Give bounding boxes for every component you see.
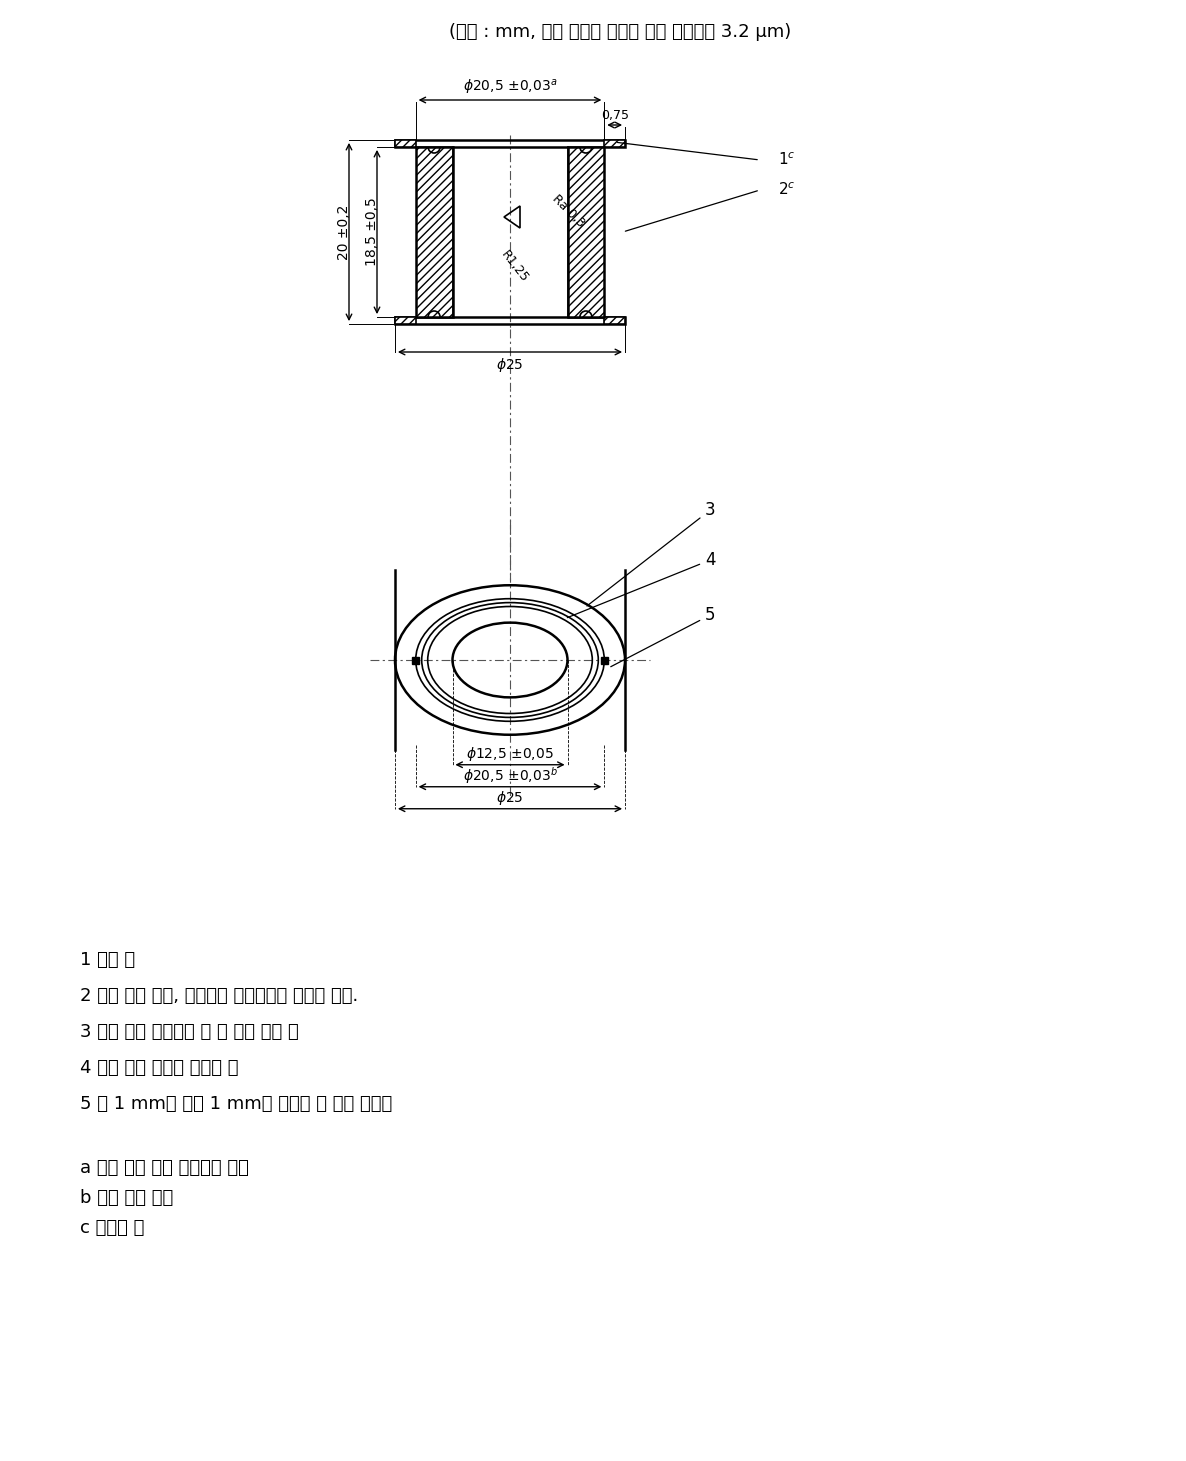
- Text: c 내식성 강: c 내식성 강: [79, 1218, 145, 1237]
- Text: 5: 5: [611, 606, 715, 666]
- Text: 2 분리 주형 반쪽, 구멍에는 나팔모양의 입구가 없다.: 2 분리 주형 반쪽, 구멍에는 나팔모양의 입구가 없다.: [79, 988, 358, 1005]
- Text: 4 분리 주형 반쪽의 접하는 면: 4 분리 주형 반쪽의 접하는 면: [79, 1059, 238, 1077]
- Text: R1,25: R1,25: [498, 248, 531, 285]
- Bar: [395, 317, 416, 324]
- Bar: [601, 656, 607, 663]
- Text: $\phi$25: $\phi$25: [496, 789, 524, 806]
- Bar: [413, 656, 419, 663]
- Text: b 고정 링의 내경: b 고정 링의 내경: [79, 1189, 173, 1207]
- Bar: [605, 317, 625, 324]
- Bar: [605, 140, 625, 148]
- Text: 0,75: 0,75: [600, 108, 629, 121]
- Bar: [567, 148, 605, 317]
- Bar: [395, 140, 625, 148]
- Text: 3: 3: [587, 501, 715, 606]
- Text: 5 약 1 mm의 폭과 1 mm의 깊이로 두 곳을 잘라낼: 5 약 1 mm의 폭과 1 mm의 깊이로 두 곳을 잘라낼: [79, 1094, 393, 1113]
- Text: $\phi$20,5 ±0,03$^b$: $\phi$20,5 ±0,03$^b$: [463, 766, 557, 786]
- Text: (단위 : mm, 다른 규정이 없다면 표면 거칠기는 3.2 μm): (단위 : mm, 다른 규정이 없다면 표면 거칠기는 3.2 μm): [448, 23, 791, 41]
- Text: 20 ±0,2: 20 ±0,2: [337, 205, 351, 260]
- Text: $\phi$20,5 ±0,03$^a$: $\phi$20,5 ±0,03$^a$: [463, 79, 557, 98]
- Text: 1$^c$: 1$^c$: [778, 152, 796, 168]
- Text: 3 분리 주형 반쪽들의 위 및 아래 표면 홈: 3 분리 주형 반쪽들의 위 및 아래 표면 홈: [79, 1023, 299, 1042]
- Text: Ra 0,3: Ra 0,3: [550, 193, 587, 229]
- Bar: [395, 317, 625, 324]
- Bar: [395, 140, 416, 148]
- Text: $\phi$25: $\phi$25: [496, 356, 524, 374]
- Text: $\phi$12,5 ±0,05: $\phi$12,5 ±0,05: [466, 745, 554, 763]
- Text: 2$^c$: 2$^c$: [778, 181, 796, 199]
- Text: a 분리 주형 반쪽 조립품의 외경: a 분리 주형 반쪽 조립품의 외경: [79, 1159, 249, 1178]
- Text: 18,5 ±0,5: 18,5 ±0,5: [365, 197, 380, 266]
- Text: 1 고정 링: 1 고정 링: [79, 951, 135, 969]
- Bar: [416, 148, 453, 317]
- Text: 4: 4: [567, 551, 715, 618]
